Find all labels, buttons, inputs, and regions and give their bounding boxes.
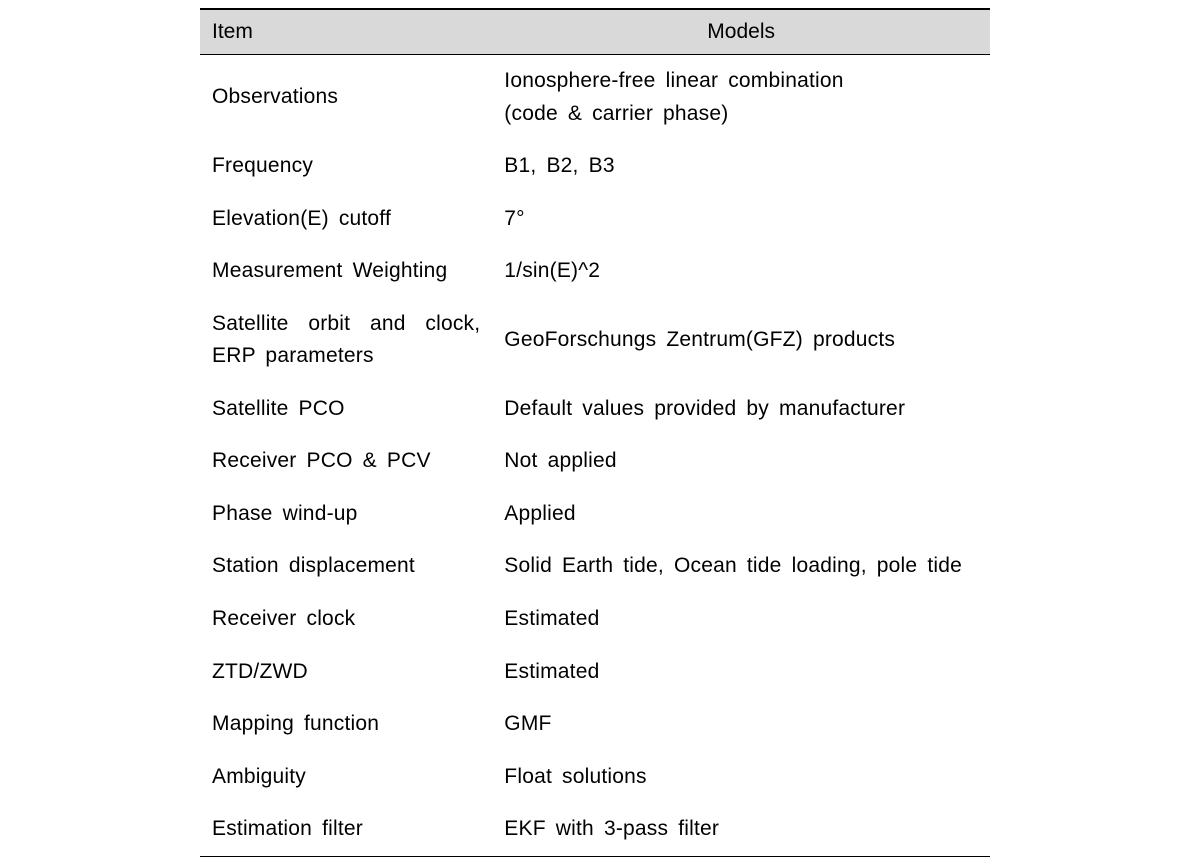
table-row: Station displacement Solid Earth tide, O…: [200, 540, 990, 593]
header-models: Models: [492, 9, 990, 55]
model-cell: Applied: [492, 488, 990, 541]
model-cell: 7°: [492, 193, 990, 246]
table-row: Observations Ionosphere-free linear comb…: [200, 55, 990, 141]
table-row: Phase wind-up Applied: [200, 488, 990, 541]
model-cell: Float solutions: [492, 751, 990, 804]
item-line: Satellite orbit and clock,: [212, 308, 480, 341]
model-cell: Solid Earth tide, Ocean tide loading, po…: [492, 540, 990, 593]
table-row: Receiver clock Estimated: [200, 593, 990, 646]
item-cell: Receiver PCO & PCV: [200, 435, 492, 488]
table-row: Receiver PCO & PCV Not applied: [200, 435, 990, 488]
model-line: Ionosphere-free linear combination: [504, 65, 978, 98]
table-row: Satellite PCO Default values provided by…: [200, 383, 990, 436]
table-container: Item Models Observations Ionosphere-free…: [0, 0, 1190, 857]
table-row: Frequency B1, B2, B3: [200, 140, 990, 193]
item-cell: Satellite PCO: [200, 383, 492, 436]
table-row: Estimation filter EKF with 3-pass filter: [200, 803, 990, 856]
model-cell: Ionosphere-free linear combination (code…: [492, 55, 990, 141]
item-cell: Mapping function: [200, 698, 492, 751]
table-row: Mapping function GMF: [200, 698, 990, 751]
item-cell: ZTD/ZWD: [200, 646, 492, 699]
item-cell: Observations: [200, 55, 492, 141]
table-row: Satellite orbit and clock, ERP parameter…: [200, 298, 990, 383]
model-cell: 1/sin(E)^2: [492, 245, 990, 298]
item-line: ERP parameters: [212, 340, 480, 373]
item-cell: Receiver clock: [200, 593, 492, 646]
model-line: (code & carrier phase): [504, 98, 978, 131]
item-cell: Elevation(E) cutoff: [200, 193, 492, 246]
item-cell: Estimation filter: [200, 803, 492, 856]
model-cell: Default values provided by manufacturer: [492, 383, 990, 436]
model-cell: GMF: [492, 698, 990, 751]
parameters-table: Item Models Observations Ionosphere-free…: [200, 8, 990, 857]
model-cell: Estimated: [492, 593, 990, 646]
table-row: ZTD/ZWD Estimated: [200, 646, 990, 699]
model-cell: EKF with 3-pass filter: [492, 803, 990, 856]
model-cell: Estimated: [492, 646, 990, 699]
item-cell: Phase wind-up: [200, 488, 492, 541]
item-cell: Frequency: [200, 140, 492, 193]
model-cell: GeoForschungs Zentrum(GFZ) products: [492, 298, 990, 383]
table-row: Elevation(E) cutoff 7°: [200, 193, 990, 246]
model-cell: B1, B2, B3: [492, 140, 990, 193]
table-row: Ambiguity Float solutions: [200, 751, 990, 804]
item-cell: Satellite orbit and clock, ERP parameter…: [200, 298, 492, 383]
model-cell: Not applied: [492, 435, 990, 488]
header-item: Item: [200, 9, 492, 55]
header-row: Item Models: [200, 9, 990, 55]
table-body: Observations Ionosphere-free linear comb…: [200, 55, 990, 857]
item-cell: Station displacement: [200, 540, 492, 593]
item-cell: Ambiguity: [200, 751, 492, 804]
table-row: Measurement Weighting 1/sin(E)^2: [200, 245, 990, 298]
item-cell: Measurement Weighting: [200, 245, 492, 298]
